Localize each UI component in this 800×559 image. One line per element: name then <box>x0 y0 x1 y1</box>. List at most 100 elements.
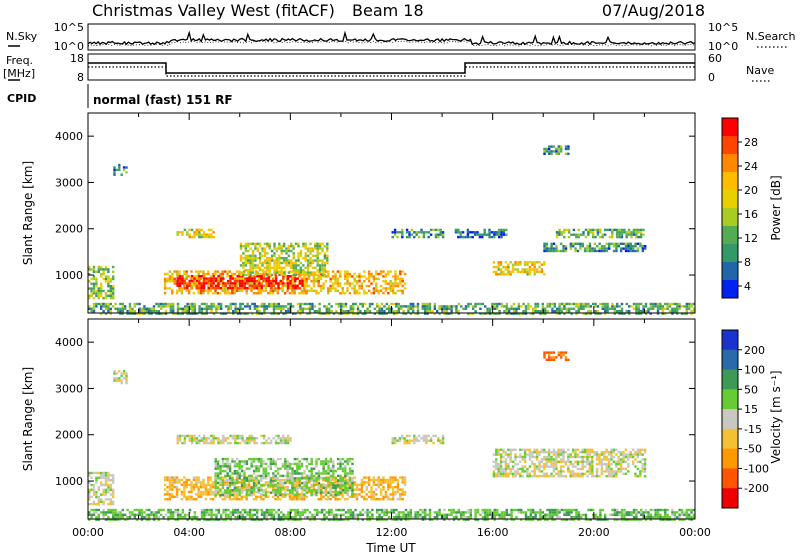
heatmap-cell <box>306 492 308 494</box>
heatmap-cell <box>240 264 242 266</box>
heatmap-cell <box>167 303 169 305</box>
heatmap-cell <box>317 255 319 257</box>
heatmap-cell <box>285 442 287 444</box>
heatmap-cell <box>541 268 543 270</box>
heatmap-cell <box>191 442 193 444</box>
heatmap-cell <box>232 282 234 284</box>
heatmap-cell <box>224 287 226 289</box>
heatmap-cell <box>178 290 180 292</box>
heatmap-cell <box>502 468 504 470</box>
heatmap-cell <box>323 463 325 465</box>
heatmap-cell <box>301 498 303 500</box>
heatmap-cell <box>299 282 301 284</box>
heatmap-cell <box>260 489 262 491</box>
heatmap-cell <box>279 489 281 491</box>
heatmap-cell <box>371 303 373 305</box>
heatmap-cell <box>354 287 356 289</box>
heatmap-cell <box>526 273 528 275</box>
heatmap-cell <box>531 463 533 465</box>
heatmap-cell <box>625 468 627 470</box>
heatmap-cell <box>589 250 591 252</box>
heatmap-cell <box>231 460 233 462</box>
heatmap-cell <box>342 310 344 312</box>
heatmap-cell <box>282 482 284 484</box>
heatmap-cell <box>186 234 188 236</box>
heatmap-cell <box>594 250 596 252</box>
heatmap-cell <box>237 435 239 437</box>
heatmap-cell <box>169 270 171 272</box>
heatmap-cell <box>622 458 624 460</box>
heatmap-cell <box>424 303 426 305</box>
heatmap-cell <box>570 463 572 465</box>
colorbar-swatch <box>722 244 738 262</box>
heatmap-cell <box>328 303 330 305</box>
heatmap-cell <box>253 465 255 467</box>
heatmap-cell <box>570 473 572 475</box>
heatmap-cell <box>237 308 239 310</box>
heatmap-cell <box>642 229 644 231</box>
heatmap-cell <box>681 305 683 307</box>
heatmap-cell <box>408 236 410 238</box>
heatmap-cell <box>434 305 436 307</box>
heatmap-cell <box>195 484 197 486</box>
heatmap-cell <box>567 449 569 451</box>
heatmap-cell <box>347 460 349 462</box>
heatmap-cell <box>575 234 577 236</box>
heatmap-cell <box>215 305 217 307</box>
heatmap-cell <box>575 305 577 307</box>
heatmap-cell <box>618 243 620 245</box>
heatmap-cell <box>534 273 536 275</box>
heatmap-cell <box>203 236 205 238</box>
heatmap-cell <box>253 285 255 287</box>
heatmap-cell <box>392 292 394 294</box>
heatmap-cell <box>579 473 581 475</box>
heatmap-cell <box>270 287 272 289</box>
heatmap-cell <box>330 470 332 472</box>
heatmap-cell <box>263 460 265 462</box>
heatmap-cell <box>608 475 610 477</box>
heatmap-cell <box>301 475 303 477</box>
heatmap-cell <box>236 465 238 467</box>
heatmap-cell <box>178 481 180 483</box>
heatmap-cell <box>284 475 286 477</box>
heatmap-cell <box>626 231 628 233</box>
heatmap-cell <box>498 451 500 453</box>
heatmap-cell <box>107 303 109 305</box>
heatmap-cell <box>210 479 212 481</box>
heatmap-cell <box>217 472 219 474</box>
heatmap-cell <box>337 280 339 282</box>
heatmap-cell <box>294 516 296 518</box>
heatmap-cell <box>181 493 183 495</box>
heatmap-cell <box>289 465 291 467</box>
heatmap-cell <box>401 435 403 437</box>
heatmap-cell <box>563 303 565 305</box>
heatmap-cell <box>270 292 272 294</box>
heatmap-cell <box>642 247 644 249</box>
heatmap-cell <box>330 494 332 496</box>
heatmap-cell <box>186 303 188 305</box>
heatmap-cell <box>305 245 307 247</box>
heatmap-cell <box>481 234 483 236</box>
heatmap-cell <box>234 308 236 310</box>
heatmap-cell <box>344 278 346 280</box>
heatmap-cell <box>240 255 242 257</box>
heatmap-cell <box>107 295 109 297</box>
heatmap-cell <box>245 274 247 276</box>
heatmap-cell <box>498 264 500 266</box>
heatmap-cell <box>315 292 317 294</box>
heatmap-cell <box>170 310 172 312</box>
heatmap-cell <box>630 250 632 252</box>
heatmap-cell <box>423 234 425 236</box>
heatmap-cell <box>572 449 574 451</box>
heatmap-cell <box>344 498 346 500</box>
heatmap-cell <box>354 488 356 490</box>
heatmap-cell <box>373 498 375 500</box>
heatmap-cell <box>386 303 388 305</box>
heatmap-cell <box>568 310 570 312</box>
heatmap-cell <box>625 243 627 245</box>
heatmap-cell <box>184 442 186 444</box>
heatmap-cell <box>300 255 302 257</box>
heatmap-cell <box>275 277 277 279</box>
heatmap-cell <box>203 435 205 437</box>
heatmap-cell <box>399 440 401 442</box>
